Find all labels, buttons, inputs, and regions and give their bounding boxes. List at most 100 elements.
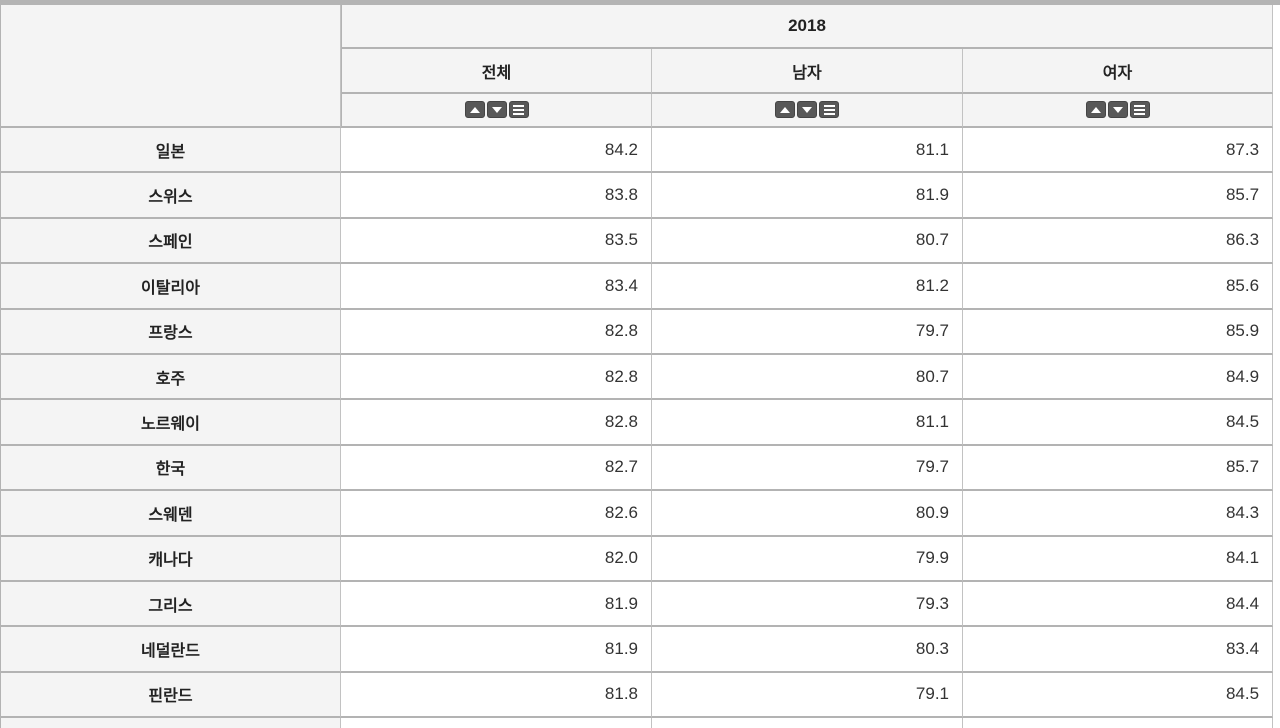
value-cell-total: 83.8 <box>341 173 652 219</box>
sort-controls-male <box>775 101 839 119</box>
value-cell-male: 80.3 <box>652 627 963 673</box>
table-row: 일본 84.2 81.1 87.3 <box>0 128 1274 174</box>
value-cell-female: 84.3 <box>963 491 1274 537</box>
value-cell-total: 82.8 <box>341 354 652 401</box>
sort-descending-icon <box>491 106 502 113</box>
country-cell: 네덜란드 <box>0 627 341 673</box>
sort-descending-button[interactable] <box>1107 101 1128 119</box>
value-cell-male: 79.3 <box>652 581 963 628</box>
value-cell-female: 85.7 <box>963 173 1274 219</box>
value-cell-total: 81.8 <box>341 672 652 719</box>
value-cell-male: 80.9 <box>652 491 963 537</box>
sort-controls-total <box>464 101 529 119</box>
country-cell: 핀란드 <box>0 672 341 719</box>
value-cell-female: 85.7 <box>963 445 1274 492</box>
country-cell: 노르웨이 <box>0 400 341 446</box>
column-menu-button[interactable] <box>1129 101 1150 119</box>
sort-cell-total <box>341 94 652 128</box>
sort-controls-row <box>0 94 1274 128</box>
value-cell-total: 84.2 <box>341 128 652 174</box>
sort-cell-male <box>652 94 963 128</box>
value-cell-female: 87.3 <box>963 128 1274 174</box>
sort-ascending-button[interactable] <box>464 101 485 119</box>
table-row: 스위스 83.8 81.9 85.7 <box>0 173 1274 219</box>
value-cell-total: 83.4 <box>341 264 652 310</box>
sort-ascending-button[interactable] <box>1085 101 1106 119</box>
country-cell: 스페인 <box>0 218 341 265</box>
value-cell-male: 81.2 <box>652 264 963 310</box>
value-cell-total: 81.9 <box>341 627 652 673</box>
value-cell-female: 84.4 <box>963 581 1274 628</box>
table-row: 노르웨이 82.8 81.1 84.5 <box>0 400 1274 446</box>
country-cell: 한국 <box>0 445 341 492</box>
value-cell-female: 84.5 <box>963 400 1274 446</box>
value-cell-total: 82.0 <box>341 536 652 582</box>
value-cell-total: 81.9 <box>341 581 652 628</box>
sort-ascending-icon <box>780 106 790 113</box>
table-row: 그리스 81.9 79.3 84.4 <box>0 581 1274 628</box>
year-header: 2018 <box>341 5 1274 49</box>
sort-descending-button[interactable] <box>486 101 507 119</box>
country-cell: 스위스 <box>0 173 341 219</box>
table-row: 스웨덴 82.6 80.9 84.3 <box>0 491 1274 537</box>
value-cell-female: 83.4 <box>963 627 1274 673</box>
table-row: 호주 82.8 80.7 84.9 <box>0 354 1274 401</box>
column-header-female: 여자 <box>963 49 1274 94</box>
sort-ascending-button[interactable] <box>775 101 795 119</box>
country-cell: 이탈리아 <box>0 264 341 310</box>
sort-cell-female <box>963 94 1274 128</box>
column-menu-button[interactable] <box>819 101 839 119</box>
value-cell-male: 80.7 <box>652 354 963 401</box>
sort-descending-icon <box>1112 106 1123 113</box>
value-cell-female <box>963 718 1274 728</box>
value-cell-female: 85.9 <box>963 309 1274 355</box>
table-row: 캐나다 82.0 79.9 84.1 <box>0 536 1274 582</box>
value-cell-male: 81.9 <box>652 173 963 219</box>
year-header-row: 2018 <box>0 5 1274 128</box>
value-cell-total: 82.6 <box>341 491 652 537</box>
country-cell <box>0 718 341 728</box>
country-cell: 호주 <box>0 354 341 401</box>
table-row: 이탈리아 83.4 81.2 85.6 <box>0 264 1274 310</box>
value-cell-total: 82.7 <box>341 445 652 492</box>
table-row: 핀란드 81.8 79.1 84.5 <box>0 672 1274 719</box>
sort-ascending-icon <box>469 106 480 113</box>
column-header-row: 전체 남자 여자 <box>0 49 1274 94</box>
country-cell: 프랑스 <box>0 309 341 355</box>
sort-descending-icon <box>802 106 812 113</box>
column-header-male: 남자 <box>652 49 963 94</box>
value-cell-female: 84.5 <box>963 672 1274 719</box>
country-cell: 캐나다 <box>0 536 341 582</box>
top-border-bar <box>0 0 1280 5</box>
column-menu-button[interactable] <box>508 101 529 119</box>
sort-descending-button[interactable] <box>797 101 817 119</box>
sort-controls-female <box>1085 101 1150 119</box>
value-cell-male: 79.9 <box>652 536 963 582</box>
column-header-total: 전체 <box>341 49 652 94</box>
sort-ascending-icon <box>1090 106 1101 113</box>
country-cell: 그리스 <box>0 581 341 628</box>
value-cell-male <box>652 718 963 728</box>
value-cell-male: 79.7 <box>652 309 963 355</box>
value-cell-female: 86.3 <box>963 218 1274 265</box>
value-cell-total: 83.5 <box>341 218 652 265</box>
value-cell-total: 82.8 <box>341 400 652 446</box>
value-cell-female: 84.1 <box>963 536 1274 582</box>
table-row: 한국 82.7 79.7 85.7 <box>0 445 1274 492</box>
country-cell: 스웨덴 <box>0 491 341 537</box>
column-menu-icon <box>513 104 524 115</box>
value-cell-female: 85.6 <box>963 264 1274 310</box>
value-cell-total: 82.8 <box>341 309 652 355</box>
value-cell-male: 79.7 <box>652 445 963 492</box>
country-cell: 일본 <box>0 128 341 174</box>
column-menu-icon <box>1134 104 1146 115</box>
table-row: 프랑스 82.8 79.7 85.9 <box>0 309 1274 355</box>
value-cell-male: 79.1 <box>652 672 963 719</box>
value-cell-male: 81.1 <box>652 400 963 446</box>
column-menu-icon <box>823 104 835 115</box>
value-cell-female: 84.9 <box>963 354 1274 401</box>
corner-cell <box>0 5 341 128</box>
life-expectancy-table: 2018 전체 남자 여자 <box>0 5 1274 728</box>
table-row-partial <box>0 718 1274 728</box>
table-row: 네덜란드 81.9 80.3 83.4 <box>0 627 1274 673</box>
